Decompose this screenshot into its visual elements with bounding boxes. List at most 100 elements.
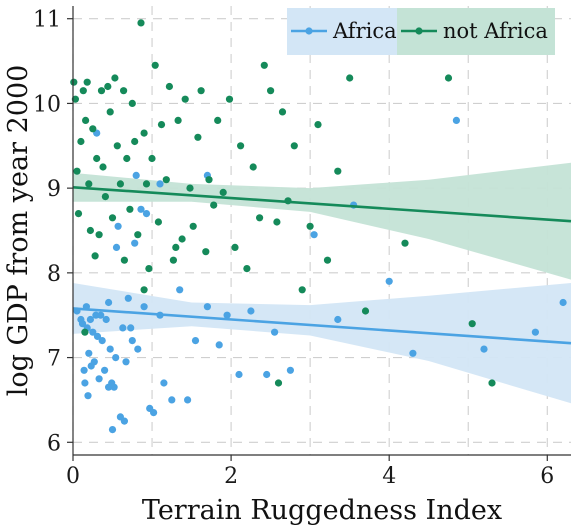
point-not-africa <box>91 252 99 260</box>
point-not-africa <box>128 99 136 107</box>
point-africa <box>78 320 87 328</box>
point-africa <box>247 307 255 315</box>
legend: Africa not Africa <box>287 8 555 55</box>
point-not-africa <box>71 95 79 103</box>
x-tick-label: 4 <box>382 464 396 489</box>
point-africa <box>112 354 120 362</box>
point-not-africa <box>108 214 117 222</box>
point-not-africa <box>231 243 239 251</box>
point-africa <box>286 366 294 374</box>
point-not-africa <box>148 154 156 163</box>
point-not-africa <box>83 78 91 86</box>
point-not-africa <box>278 108 287 116</box>
point-africa <box>263 370 271 379</box>
point-africa <box>95 375 103 383</box>
point-africa <box>114 222 122 230</box>
point-africa <box>156 180 164 188</box>
y-axis-title: log GDP from year 2000 <box>3 65 34 397</box>
point-africa <box>108 426 117 434</box>
point-not-africa <box>77 137 85 146</box>
point-africa <box>203 303 211 311</box>
point-africa <box>235 370 243 379</box>
point-not-africa <box>172 243 180 251</box>
fit-lines <box>72 185 572 345</box>
legend-point-marker <box>415 27 423 35</box>
x-axis-title: Terrain Ruggedness Index <box>142 495 502 526</box>
point-not-africa <box>249 163 257 171</box>
legend-point-marker <box>305 27 313 35</box>
point-africa <box>271 328 279 336</box>
point-africa <box>168 396 176 404</box>
point-not-africa <box>314 121 322 129</box>
fit-line-not-africa <box>72 185 572 223</box>
point-not-africa <box>205 176 213 184</box>
point-not-africa <box>189 222 197 230</box>
point-not-africa <box>97 87 106 95</box>
point-not-africa <box>334 167 342 175</box>
point-not-africa <box>142 180 151 188</box>
point-africa <box>124 294 132 302</box>
point-africa <box>101 366 109 374</box>
point-not-africa <box>488 379 496 387</box>
point-not-africa <box>151 61 159 69</box>
point-africa <box>102 315 110 324</box>
point-africa <box>80 366 88 374</box>
point-africa <box>310 231 318 239</box>
point-not-africa <box>162 176 170 184</box>
y-tick-label: 7 <box>47 347 61 372</box>
point-africa <box>191 337 200 345</box>
point-not-africa <box>468 320 476 328</box>
point-not-africa <box>123 154 131 163</box>
point-africa <box>90 358 98 366</box>
point-africa <box>128 337 136 345</box>
point-not-africa <box>169 256 177 264</box>
point-africa <box>110 383 118 391</box>
point-not-africa <box>81 328 89 336</box>
point-not-africa <box>134 231 142 239</box>
point-not-africa <box>131 137 139 146</box>
point-not-africa <box>154 218 162 226</box>
point-not-africa <box>82 116 90 124</box>
point-not-africa <box>101 193 109 201</box>
point-africa <box>98 337 106 345</box>
point-africa <box>127 324 135 332</box>
point-africa <box>132 171 140 179</box>
confidence-band-not-africa <box>73 162 571 280</box>
point-africa <box>184 396 192 404</box>
point-not-africa <box>126 205 134 213</box>
point-africa <box>142 210 151 218</box>
y-tick-label: 11 <box>33 8 61 33</box>
point-not-africa <box>79 87 87 95</box>
point-not-africa <box>197 87 205 95</box>
point-not-africa <box>274 379 283 387</box>
point-not-africa <box>137 19 145 27</box>
point-africa <box>84 392 92 400</box>
point-not-africa <box>104 82 112 91</box>
point-africa <box>176 286 184 294</box>
point-not-africa <box>113 142 121 150</box>
point-not-africa <box>214 116 222 124</box>
point-africa <box>97 311 105 319</box>
legend-item-africa: Africa <box>287 8 397 55</box>
point-not-africa <box>140 129 148 137</box>
point-not-africa <box>73 167 81 175</box>
point-not-africa <box>306 222 314 230</box>
point-africa <box>137 205 145 213</box>
point-africa <box>85 349 93 357</box>
point-africa <box>86 315 94 324</box>
point-africa <box>93 332 102 340</box>
point-not-africa <box>174 116 182 124</box>
point-africa <box>122 358 130 366</box>
point-not-africa <box>273 218 281 226</box>
point-africa <box>140 303 148 311</box>
point-africa <box>480 345 488 353</box>
point-africa <box>385 277 393 285</box>
x-tick-label: 2 <box>224 464 238 489</box>
point-not-africa <box>89 125 97 133</box>
point-not-africa <box>106 108 114 116</box>
point-not-africa <box>346 74 354 82</box>
point-not-africa <box>225 95 234 103</box>
point-not-africa <box>219 188 227 196</box>
point-africa <box>89 328 97 336</box>
point-not-africa <box>202 248 210 256</box>
